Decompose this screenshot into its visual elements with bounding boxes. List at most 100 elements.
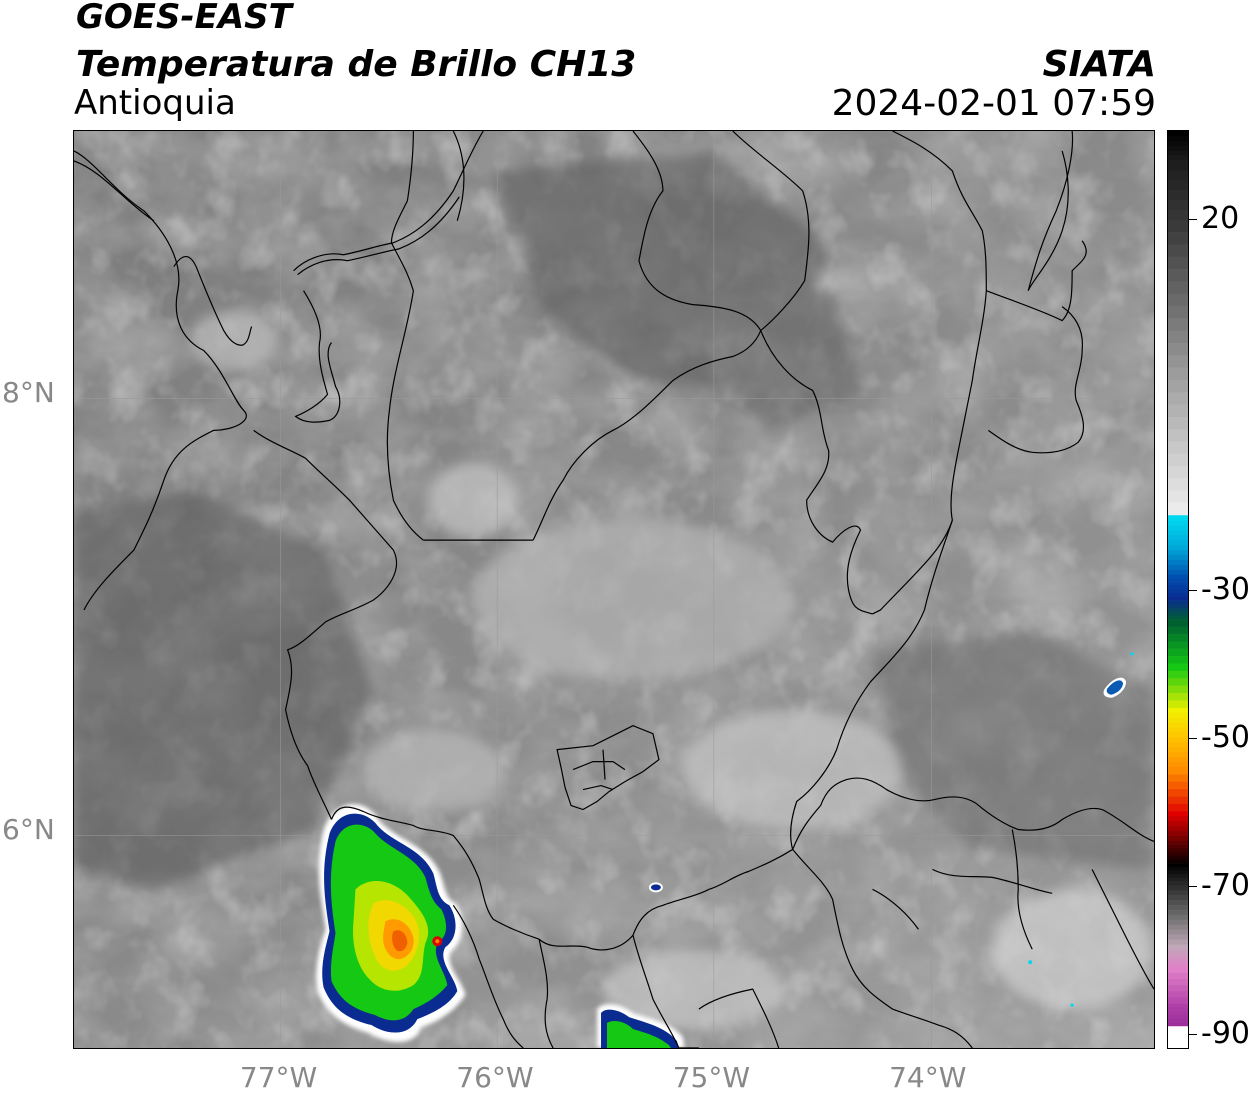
colorbar-segment [1168,520,1188,526]
colorbar-segment [1168,934,1188,940]
colorbar-segment [1168,342,1188,356]
colorbar-segment [1168,900,1188,906]
colorbar-segment [1168,840,1188,845]
colorbar-segment [1168,525,1188,531]
colorbar-segment [1168,752,1188,758]
colorbar-segment [1168,816,1188,822]
x-tick-label: 74°W [889,1061,967,1094]
colorbar-segment [1168,589,1188,594]
colorbar-segment [1168,848,1188,853]
colorbar-segment [1168,190,1188,201]
colorbar-segment [1168,232,1188,245]
colorbar-segment [1168,966,1188,974]
southern-cell [597,1004,685,1048]
colorbar-segment [1168,985,1188,992]
gridlines [74,131,1154,1048]
brightness-temperature-map [74,131,1154,1048]
colorbar-segment [1168,722,1188,728]
colorbar-segment [1168,944,1188,949]
colorbar-segment [1168,429,1188,442]
small-cells [648,652,1134,1007]
colorbar-segment [1168,863,1188,868]
colorbar-segment [1168,831,1188,837]
colorbar-tick-label: 20 [1201,200,1240,236]
colorbar-segment [1168,1037,1188,1042]
colorbar-segment [1168,881,1188,886]
colorbar-segment [1168,478,1188,491]
colorbar-segment [1168,585,1188,590]
colorbar-segment [1168,781,1188,790]
x-tick-label: 77°W [239,1061,318,1094]
colorbar-segment [1168,367,1188,381]
colorbar-segment [1168,600,1188,605]
colorbar-segment [1168,582,1188,587]
colorbar-segment [1168,939,1188,945]
colorbar-segment [1168,416,1188,430]
colorbar-segment [1168,170,1188,181]
colorbar-segment [1168,774,1188,783]
x-tick-label: 75°W [672,1061,751,1094]
colorbar-segment [1168,955,1188,960]
colorbar-segment [1168,145,1188,152]
colorbar-segment [1168,1026,1188,1031]
colorbar-segment [1168,611,1188,616]
colorbar-segment [1168,870,1188,875]
colorbar-tick [1189,737,1197,739]
colorbar-segment [1168,219,1188,233]
colorbar-segment [1168,766,1188,775]
colorbar-segment [1168,404,1188,418]
colorbar-segment [1168,180,1188,191]
colorbar-segment [1168,545,1188,551]
colorbar-segment [1168,626,1188,635]
colorbar-segment [1168,991,1188,998]
colorbar-segment [1168,803,1188,812]
colorbar-segment [1168,789,1188,797]
colorbar-segment [1168,535,1188,541]
colorbar-segment [1168,1011,1188,1016]
colorbar-segment [1168,914,1188,921]
colorbar-segment [1168,712,1188,718]
colorbar-segment [1168,890,1188,896]
colorbar-segment [1168,962,1188,967]
colorbar-segment [1168,209,1188,221]
colorbar-segment [1168,135,1188,142]
colorbar-segment [1168,678,1188,686]
colorbar-segment [1168,727,1188,733]
colorbar-segment [1168,978,1188,986]
colorbar-segment [1168,379,1188,393]
colorbar-segment [1168,619,1188,627]
colorbar-segment [1168,131,1188,137]
colorbar-segment [1168,490,1188,503]
colorbar-segment [1168,762,1188,768]
colorbar-segment [1168,1014,1188,1019]
warm-regions [74,150,1154,890]
colorbar-segment [1168,951,1188,956]
colorbar-segment [1168,269,1188,282]
colorbar-segment [1168,569,1188,576]
colorbar-segment [1168,564,1188,571]
colorbar-tick-label: -30 [1201,571,1250,607]
colorbar-segment [1168,578,1188,583]
timestamp-label: 2024-02-01 07:59 [831,83,1156,124]
colorbar-segment [1168,355,1188,368]
colorbar-segment [1168,256,1188,270]
colorbar-segment [1168,550,1188,556]
colorbar-segment [1168,540,1188,546]
y-tick-label: 6°N [2,813,55,847]
colorbar-segment [1168,502,1188,516]
colorbar-segment [1168,1044,1188,1048]
colorbar-segment [1168,554,1188,561]
map-panel[interactable] [73,130,1155,1049]
region-label: Antioquia [74,83,236,123]
colorbar-segment [1168,155,1188,161]
organization-label: SIATA [1042,44,1156,85]
colorbar-segment [1168,530,1188,536]
colorbar-segment [1168,972,1188,980]
colorbar-segment [1168,909,1188,916]
colorbar-tick [1189,885,1197,887]
colorbar-segment [1168,392,1188,405]
colorbar-segment [1168,318,1188,331]
y-tick-label: 8°N [2,375,55,409]
colorbar-segment [1168,747,1188,753]
colorbar-segment [1168,1007,1188,1012]
